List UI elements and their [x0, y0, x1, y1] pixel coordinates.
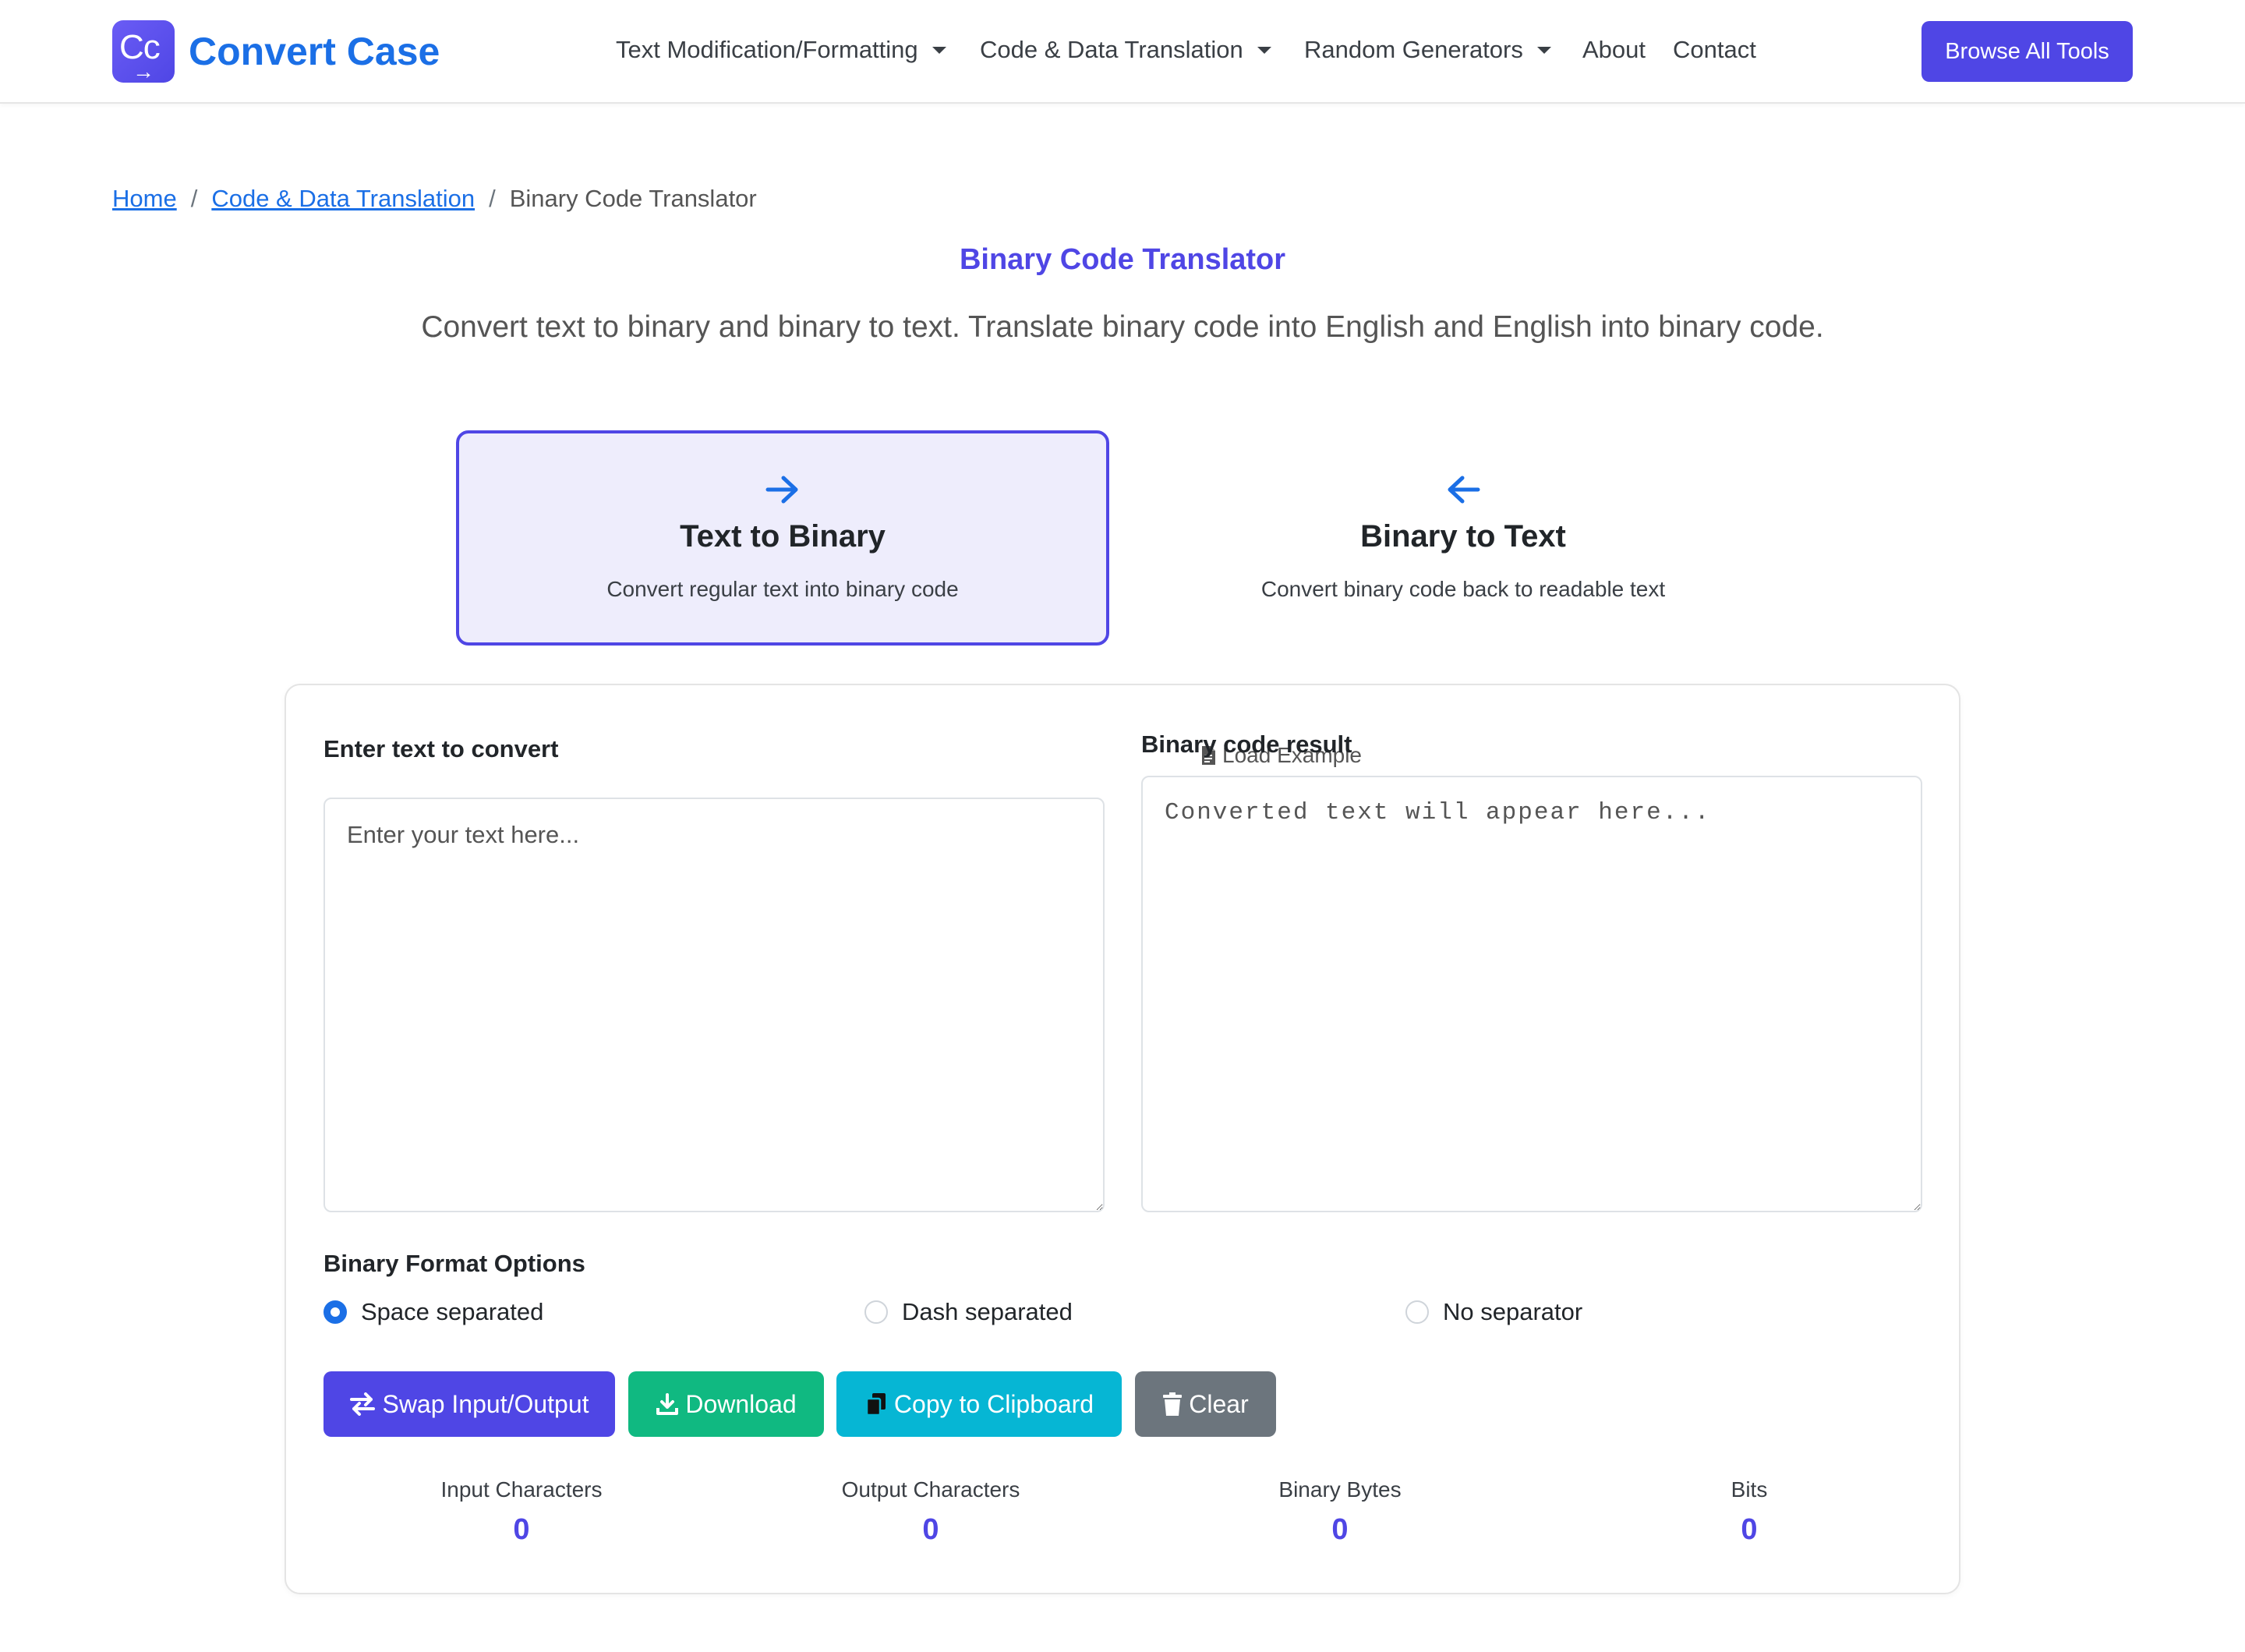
clear-button[interactable]: Clear [1135, 1371, 1276, 1437]
nav-code-data-translation[interactable]: Code & Data Translation [980, 36, 1271, 64]
nav-about[interactable]: About [1582, 36, 1646, 63]
caret-down-icon [1536, 46, 1551, 54]
stat-output-characters: Output Characters 0 [841, 1477, 1020, 1546]
brand-link[interactable]: Cc → Convert Case [112, 20, 440, 83]
arrow-right-icon [459, 474, 1106, 513]
breadcrumb-section-link[interactable]: Code & Data Translation [211, 185, 476, 212]
arrow-left-icon [1140, 474, 1787, 513]
mode-text-to-binary[interactable]: Text to Binary Convert regular text into… [456, 430, 1109, 646]
page-subtitle: Convert text to binary and binary to tex… [421, 310, 1824, 344]
mode-title: Text to Binary [680, 519, 886, 554]
input-label: Enter text to convert [323, 735, 559, 762]
radio-checked-icon [323, 1300, 347, 1324]
radio-unchecked-icon [864, 1300, 888, 1324]
text-input[interactable] [323, 798, 1105, 1212]
converter-card: Enter text to convert Load Example Binar… [285, 684, 1960, 1594]
output-label: Binary code result [1141, 730, 1352, 758]
breadcrumb: Home / Code & Data Translation / Binary Code… [112, 185, 757, 212]
caret-down-icon [1257, 46, 1271, 54]
radio-no-separator[interactable]: No separator [1405, 1298, 1582, 1326]
nav-contact[interactable]: Contact [1673, 36, 1756, 63]
breadcrumb-current: Binary Code Translator [509, 185, 757, 212]
breadcrumb-home-link[interactable]: Home [112, 185, 177, 212]
stat-bits: Bits 0 [1731, 1477, 1768, 1546]
binary-output[interactable] [1141, 776, 1922, 1212]
brand-name: Convert Case [189, 30, 440, 73]
nav-random-generators[interactable]: Random Generators [1304, 36, 1551, 64]
brand-logo-icon: Cc → [112, 20, 175, 83]
stat-input-characters: Input Characters 0 [440, 1477, 603, 1546]
radio-space-separated[interactable]: Space separated [323, 1298, 543, 1326]
caret-down-icon [932, 46, 946, 54]
swap-icon [349, 1392, 376, 1416]
swap-button[interactable]: Swap Input/Output [323, 1371, 615, 1437]
load-example-button[interactable]: Load Example [1200, 743, 1362, 768]
file-icon [1200, 745, 1216, 766]
stat-binary-bytes: Binary Bytes 0 [1278, 1477, 1402, 1546]
trash-icon [1162, 1392, 1183, 1417]
radio-dash-separated[interactable]: Dash separated [864, 1298, 1073, 1326]
copy-to-clipboard-button[interactable]: Copy to Clipboard [836, 1371, 1122, 1437]
download-button[interactable]: Download [628, 1371, 824, 1437]
radio-unchecked-icon [1405, 1300, 1429, 1324]
format-options-label: Binary Format Options [323, 1250, 585, 1277]
download-icon [656, 1392, 679, 1416]
mode-description: Convert regular text into binary code [606, 577, 959, 601]
mode-description: Convert binary code back to readable tex… [1260, 577, 1666, 601]
copy-icon [864, 1392, 888, 1417]
mode-binary-to-text[interactable]: Binary to Text Convert binary code back … [1137, 430, 1790, 646]
nav-text-modification[interactable]: Text Modification/Formatting [616, 36, 946, 64]
page-title: Binary Code Translator [959, 243, 1286, 276]
browse-all-tools-button[interactable]: Browse All Tools [1922, 21, 2133, 82]
navbar: Cc → Convert Case Text Modification/Form… [0, 0, 2245, 104]
mode-title: Binary to Text [1360, 519, 1566, 554]
